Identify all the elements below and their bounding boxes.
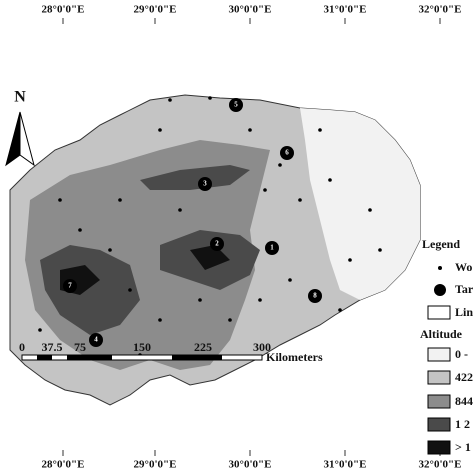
high-altitude-zone: [40, 165, 260, 335]
scale-label: 37.5: [42, 340, 63, 354]
target-label: 1: [270, 244, 274, 252]
targets: 1 2 3 4 5 6 7 8: [63, 98, 322, 347]
graticule-label: 28°0'0"E: [42, 459, 85, 471]
legend-item: > 1: [455, 440, 471, 454]
target-label: 8: [313, 292, 317, 300]
legend-item: 844: [455, 394, 473, 408]
graticule-label: 30°0'0"E: [229, 4, 272, 16]
legend-symbol: [434, 284, 446, 296]
target-label: 3: [203, 180, 207, 188]
north-arrow: [5, 111, 21, 167]
legend-item: Lin: [455, 305, 473, 319]
graticule-label: 32°0'0"E: [419, 4, 462, 16]
graticule-label: 31°0'0"E: [324, 4, 367, 16]
low-altitude-zone: [300, 108, 420, 300]
graticule-label: 28°0'0"E: [42, 4, 85, 16]
target-label: 4: [94, 336, 98, 344]
legend-swatch: [427, 394, 451, 409]
legend-subtitle: Altitude: [420, 327, 463, 341]
wells: [38, 96, 382, 357]
north-label: N: [14, 89, 26, 106]
scale-label: 75: [74, 340, 86, 354]
target-label: 7: [68, 282, 72, 290]
legend-swatch: [427, 347, 451, 362]
legend-item: Tar: [455, 282, 474, 296]
legend-swatch: [427, 440, 451, 455]
legend-swatch: [427, 370, 451, 385]
graticule-label: 32°0'0"E: [419, 459, 462, 471]
legend-item: 1 2: [455, 417, 470, 431]
scale-label: 225: [194, 340, 212, 354]
target-label: 5: [234, 101, 238, 109]
target-label: 2: [215, 240, 219, 248]
legend-item: 0 -: [455, 347, 468, 361]
graticule-label: 29°0'0"E: [134, 4, 177, 16]
target-label: 6: [285, 149, 289, 157]
peak-zone: [60, 245, 230, 295]
legend-item: 422: [455, 370, 473, 384]
graticule-label: 30°0'0"E: [229, 459, 272, 471]
legend-symbol: [427, 305, 451, 320]
graticule-label: 31°0'0"E: [324, 459, 367, 471]
legend-item: Wo: [455, 260, 472, 274]
scale-label: 0: [19, 340, 25, 354]
scale-label: 150: [133, 340, 151, 354]
legend-symbol: [438, 266, 442, 270]
legend-title: Legend: [422, 237, 460, 251]
graticule-label: 29°0'0"E: [134, 459, 177, 471]
legend-swatch: [427, 417, 451, 432]
scale-unit: Kilometers: [266, 350, 323, 364]
scale-label: 300: [253, 340, 271, 354]
scale-bar: [21, 354, 263, 361]
